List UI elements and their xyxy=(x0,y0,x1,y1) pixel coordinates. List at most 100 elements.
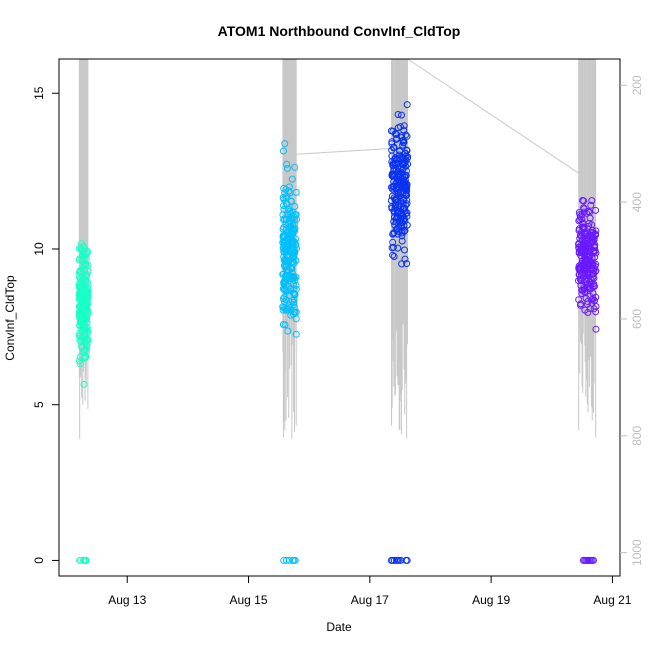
data-point xyxy=(80,260,88,268)
x-axis: Aug 13 Aug 15 Aug 17 Aug 19 Aug 21 xyxy=(108,576,632,607)
data-point xyxy=(394,168,402,175)
data-point xyxy=(282,306,290,314)
data-point xyxy=(399,139,407,147)
data-point xyxy=(282,256,290,264)
data-point xyxy=(75,281,83,289)
data-point xyxy=(401,150,409,158)
data-point xyxy=(401,246,408,254)
data-point xyxy=(80,380,88,388)
data-point xyxy=(78,344,86,352)
data-point xyxy=(287,210,295,217)
data-point xyxy=(283,164,291,172)
data-point xyxy=(77,308,85,316)
data-point xyxy=(582,258,590,266)
data-point xyxy=(403,101,411,109)
data-point xyxy=(580,208,588,216)
data-point xyxy=(585,276,593,284)
data-point xyxy=(591,244,599,252)
altitude-connector-0 xyxy=(296,147,392,155)
plot-border xyxy=(58,58,621,577)
data-point xyxy=(290,308,298,316)
data-point xyxy=(400,122,408,130)
data-point xyxy=(280,248,288,256)
data-point xyxy=(583,280,591,288)
y-tick-label: 10 xyxy=(32,242,46,256)
data-point xyxy=(400,215,408,223)
x-tick-label: Aug 21 xyxy=(593,593,631,607)
data-point xyxy=(390,143,398,151)
data-point xyxy=(290,296,298,303)
data-point xyxy=(400,154,408,162)
data-point-zero xyxy=(280,556,288,564)
data-point xyxy=(394,163,402,171)
data-point xyxy=(592,260,600,268)
data-point xyxy=(388,172,396,180)
data-point xyxy=(76,318,84,326)
data-point xyxy=(391,130,399,138)
data-point xyxy=(288,175,296,183)
data-point xyxy=(392,201,400,209)
x-tick-label: Aug 13 xyxy=(108,593,146,607)
data-point xyxy=(389,243,397,251)
data-point xyxy=(78,281,86,289)
data-point xyxy=(290,303,298,311)
data-point xyxy=(389,251,397,259)
data-point xyxy=(398,132,406,140)
data-point xyxy=(80,255,88,263)
data-point xyxy=(279,233,287,241)
data-point xyxy=(581,288,589,295)
data-point xyxy=(290,248,298,256)
data-point xyxy=(403,182,411,189)
y2-tick-label: 400 xyxy=(630,192,644,212)
data-point xyxy=(292,273,300,281)
data-point xyxy=(291,213,299,221)
data-point xyxy=(77,311,85,319)
data-point xyxy=(403,260,411,268)
data-point-zero xyxy=(82,556,90,564)
data-point xyxy=(403,200,411,208)
data-point xyxy=(76,336,84,344)
data-point xyxy=(279,194,287,202)
data-point xyxy=(287,222,295,230)
data-point xyxy=(592,303,600,310)
data-point xyxy=(79,297,87,305)
data-point xyxy=(389,238,397,246)
data-point xyxy=(576,213,584,221)
data-point xyxy=(76,360,84,368)
data-point xyxy=(279,270,287,278)
data-point xyxy=(82,313,90,321)
data-point xyxy=(288,240,296,248)
data-point xyxy=(582,230,590,238)
y2-tick-label: 1000 xyxy=(630,539,644,566)
data-point-zero xyxy=(291,556,299,564)
data-point xyxy=(577,268,585,276)
data-point xyxy=(587,201,595,209)
data-point xyxy=(398,237,406,245)
data-point xyxy=(588,197,596,205)
altitude-lines xyxy=(78,58,597,440)
data-point xyxy=(390,229,398,237)
data-point xyxy=(577,271,585,279)
data-point xyxy=(396,155,403,162)
data-point xyxy=(84,261,92,269)
data-point xyxy=(79,248,87,256)
data-point xyxy=(590,270,598,278)
y-tick-label: 15 xyxy=(32,86,46,100)
data-point xyxy=(80,334,87,342)
data-point xyxy=(83,343,91,351)
y2-tick-label: 200 xyxy=(630,75,644,95)
data-point xyxy=(591,282,598,290)
data-point xyxy=(400,222,408,230)
data-point xyxy=(400,161,407,169)
data-point xyxy=(590,247,597,255)
data-point xyxy=(287,229,294,237)
data-point xyxy=(398,260,406,268)
data-point xyxy=(287,197,295,205)
data-point xyxy=(398,111,405,119)
data-point xyxy=(390,253,398,260)
data-point xyxy=(584,309,592,316)
data-point xyxy=(290,280,297,288)
data-point xyxy=(585,219,593,227)
data-point xyxy=(389,159,397,167)
data-point xyxy=(403,132,411,140)
